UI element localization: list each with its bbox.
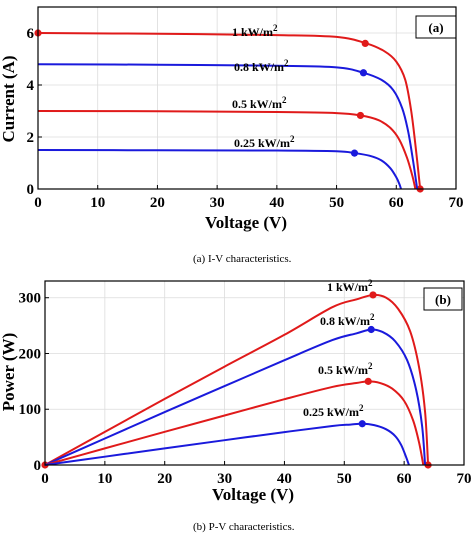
x-tick-label: 40 xyxy=(277,471,292,487)
y-tick-label: 200 xyxy=(19,346,42,362)
series-line-2 xyxy=(37,110,417,190)
panel-a-xlabel: Voltage (V) xyxy=(205,213,287,232)
y-tick-label: 6 xyxy=(27,26,35,42)
x-tick-label: 60 xyxy=(389,195,404,211)
mpp-marker xyxy=(367,325,375,334)
series-line-1 xyxy=(37,63,419,190)
mpp-marker xyxy=(358,420,366,428)
mpp-marker xyxy=(350,149,359,157)
x-tick-label: 50 xyxy=(337,471,352,487)
series-line-1 xyxy=(44,328,427,466)
y-tick-label: 0 xyxy=(34,458,42,474)
mpp-marker xyxy=(359,69,368,77)
panel-b-ylabel: Power (W) xyxy=(0,333,18,412)
y-tick-label: 0 xyxy=(27,182,35,198)
panel-tag: (a) xyxy=(428,20,443,35)
x-tick-label: 0 xyxy=(34,195,42,211)
series-line-0 xyxy=(44,293,430,466)
panel-tag-box xyxy=(423,287,463,311)
series-line-0 xyxy=(37,32,422,190)
mpp-marker xyxy=(361,39,369,48)
x-tick-label: 0 xyxy=(41,471,49,487)
series-label-0: 1 kW/m2 xyxy=(232,23,278,39)
series-line-2 xyxy=(44,380,425,466)
series-label-0: 1 kW/m2 xyxy=(327,278,373,294)
panel-a: Voltage (V) Current (A) (a) I-V characte… xyxy=(0,55,292,265)
plot-panel-b: 0 10 20 30 40 50 60 70 0 100 200 300 1 kW/m2 0.8 kW/m… xyxy=(19,278,472,487)
mpp-marker xyxy=(364,377,372,385)
series-label-1: 0.8 kW/m2 xyxy=(234,58,289,74)
panel-b: Voltage (V) Power (W) (b) P-V characteri… xyxy=(0,333,295,533)
x-tick-label: 10 xyxy=(97,471,112,487)
x-tick-label: 50 xyxy=(329,195,344,211)
x-tick-label: 30 xyxy=(217,471,232,487)
series-label-3: 0.25 kW/m2 xyxy=(234,134,295,150)
x-tick-label: 40 xyxy=(269,195,284,211)
mpp-marker xyxy=(356,111,365,120)
x-tick-label: 30 xyxy=(210,195,225,211)
x-tick-label: 70 xyxy=(457,471,472,487)
plot-frame xyxy=(37,6,457,190)
plot-panel-a: 0 10 20 30 40 50 60 70 0 2 4 6 1 kW/m2 0.8 kW/m2 0.5 k… xyxy=(27,6,464,211)
panel-tag: (b) xyxy=(435,292,451,307)
series-line-3 xyxy=(44,422,410,466)
series-label-2: 0.5 kW/m2 xyxy=(232,95,287,111)
panel-b-xlabel: Voltage (V) xyxy=(212,485,294,504)
plot-frame xyxy=(44,280,465,466)
y-tick-label: 100 xyxy=(19,402,42,418)
x-tick-label: 60 xyxy=(397,471,412,487)
x-tick-label: 70 xyxy=(449,195,464,211)
mpp-marker xyxy=(369,291,377,299)
series-line-3 xyxy=(37,149,403,190)
y-tick-label: 300 xyxy=(19,291,42,307)
series-label-1: 0.8 kW/m2 xyxy=(320,312,375,328)
y-tick-label: 4 xyxy=(27,78,35,94)
series-label-3: 0.25 kW/m2 xyxy=(303,403,364,419)
panel-a-ylabel: Current (A) xyxy=(0,55,18,142)
x-tick-label: 20 xyxy=(157,471,172,487)
y-tick-label: 2 xyxy=(27,130,35,146)
series-label-2: 0.5 kW/m2 xyxy=(318,361,373,377)
panel-a-caption: (a) I-V characteristics. xyxy=(193,253,292,265)
x-tick-label: 20 xyxy=(150,195,165,211)
panel-b-caption: (b) P-V characteristics. xyxy=(193,521,295,533)
x-tick-label: 10 xyxy=(90,195,105,211)
